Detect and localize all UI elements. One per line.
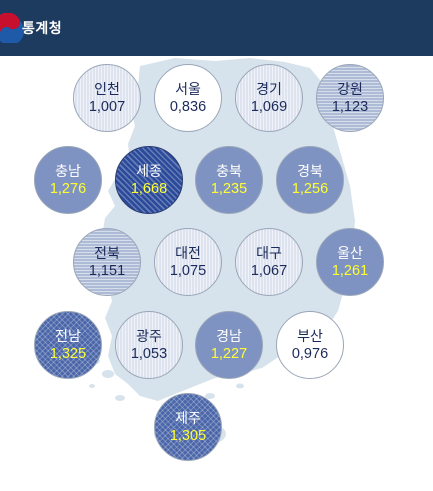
region-bubble-daegu[interactable]: 대구 1,067 xyxy=(235,228,303,296)
region-value: 1,151 xyxy=(88,262,126,279)
region-value: 1,276 xyxy=(49,180,87,197)
region-bubble-incheon[interactable]: 인천 1,007 xyxy=(73,64,141,132)
region-value: 1,067 xyxy=(250,262,288,279)
region-name: 충남 xyxy=(55,162,81,179)
region-bubble-gyeonggi[interactable]: 경기 1,069 xyxy=(235,64,303,132)
region-name: 충북 xyxy=(216,162,242,179)
region-value: 1,261 xyxy=(331,262,369,279)
region-name: 경북 xyxy=(297,162,323,179)
region-bubble-busan[interactable]: 부산 0,976 xyxy=(276,311,344,379)
region-value: 1,007 xyxy=(88,98,126,115)
region-name: 광주 xyxy=(136,327,162,344)
region-bubble-daejeon[interactable]: 대전 1,075 xyxy=(154,228,222,296)
region-bubble-jeonbuk[interactable]: 전북 1,151 xyxy=(73,228,141,296)
region-value: 1,256 xyxy=(291,180,329,197)
region-value: 1,069 xyxy=(250,98,288,115)
brand-title: 통계청 xyxy=(22,20,63,36)
region-value: 1,227 xyxy=(210,345,248,362)
region-name: 대전 xyxy=(175,244,201,261)
region-bubble-chungbuk[interactable]: 충북 1,235 xyxy=(195,146,263,214)
region-value: 1,668 xyxy=(130,180,168,197)
region-name: 경남 xyxy=(216,327,242,344)
region-bubble-sejong[interactable]: 세종 1,668 xyxy=(115,146,183,214)
header-bar: 통계청 xyxy=(0,0,433,56)
region-bubble-jeonnam[interactable]: 전남 1,325 xyxy=(34,311,102,379)
region-name: 인천 xyxy=(94,80,120,97)
region-value: 1,305 xyxy=(169,427,207,444)
region-name: 대구 xyxy=(256,244,282,261)
region-bubble-seoul[interactable]: 서울 0,836 xyxy=(154,64,222,132)
region-value: 1,053 xyxy=(130,345,168,362)
region-name: 경기 xyxy=(256,80,282,97)
region-name: 제주 xyxy=(175,409,201,426)
region-name: 전남 xyxy=(55,327,81,344)
region-value: 1,325 xyxy=(49,345,87,362)
region-value: 1,075 xyxy=(169,262,207,279)
region-value: 1,123 xyxy=(331,98,369,115)
region-name: 서울 xyxy=(175,80,201,97)
region-bubble-jeju[interactable]: 제주 1,305 xyxy=(154,393,222,461)
region-bubble-gwangju[interactable]: 광주 1,053 xyxy=(115,311,183,379)
region-value: 0,976 xyxy=(291,345,329,362)
region-bubble-ulsan[interactable]: 울산 1,261 xyxy=(316,228,384,296)
region-bubble-gyeongnam[interactable]: 경남 1,227 xyxy=(195,311,263,379)
kostat-logo-icon xyxy=(0,13,25,43)
region-bubble-chungnam[interactable]: 충남 1,276 xyxy=(34,146,102,214)
region-map: 인천 1,007 서울 0,836 경기 1,069 강원 1,123 충남 1,276 세종 1,6… xyxy=(0,56,433,491)
region-value: 1,235 xyxy=(210,180,248,197)
region-bubble-gangwon[interactable]: 강원 1,123 xyxy=(316,64,384,132)
region-name: 부산 xyxy=(297,327,323,344)
region-name: 강원 xyxy=(337,80,363,97)
region-value: 0,836 xyxy=(169,98,207,115)
region-name: 세종 xyxy=(136,162,162,179)
region-name: 울산 xyxy=(337,244,363,261)
region-bubble-gyeongbuk[interactable]: 경북 1,256 xyxy=(276,146,344,214)
region-name: 전북 xyxy=(94,244,120,261)
